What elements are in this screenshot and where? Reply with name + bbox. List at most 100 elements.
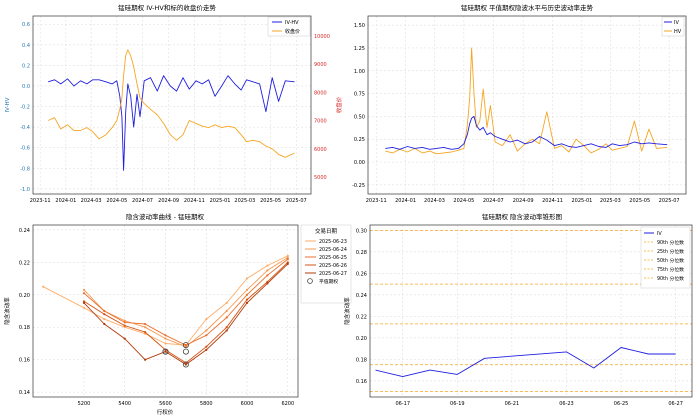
chart-4-ytick: 0.16	[356, 379, 367, 385]
chart-1-xtick: 2025-07	[286, 198, 307, 204]
chart-1-ytick: -0.6	[20, 146, 30, 152]
chart-2-ytick: 1.50	[354, 23, 365, 29]
chart-1-ytick-right: 10000	[314, 34, 330, 40]
chart-3-point-2025-06-27	[205, 348, 208, 351]
chart-3-xtick: 5800	[200, 401, 213, 407]
chart-2-lines	[385, 47, 668, 155]
chart-3-legend-label-atm: 平值期权	[319, 278, 338, 285]
chart-1-xtick: 2025-01	[210, 198, 231, 204]
chart-3-point-2025-06-24	[266, 269, 269, 272]
chart-3-point-2025-06-27	[225, 329, 228, 332]
chart-1-ytick: -0.8	[20, 166, 30, 172]
chart-3-point-2025-06-26	[225, 326, 228, 329]
chart-3-ytick: 0.18	[19, 325, 30, 331]
chart-1-legend: IV-HV 收盘价	[267, 16, 311, 37]
chart-3-point-2025-06-24	[245, 288, 249, 291]
chart-4-legend-label-percentile-3: 75th 分位数	[657, 266, 684, 273]
chart-2: 锰硅期权 平值期权隐波水平与历史波动率走势 -0.25 0.00 0.25 0.50 0…	[352, 3, 687, 204]
chart-4-xtick: 06-19	[450, 401, 465, 407]
chart-3: 隐含波动率曲线 - 锰硅期权 0.140.160.180.200.220.24 …	[3, 212, 352, 416]
chart-3-xtick: 5200	[78, 401, 91, 407]
chart-4-legend: IV 90th 分位数 25th 分位数 50th 分位数 75th 分位数 90th 分…	[640, 226, 691, 289]
chart-4-ytick: 0.18	[356, 357, 367, 363]
chart-3-point-2025-06-27	[144, 358, 147, 361]
chart-4-legend-label-percentile-2: 50th 分位数	[657, 257, 684, 264]
chart-3-point-2025-06-25	[103, 309, 106, 313]
chart-3-legend-swatch-atm	[307, 278, 313, 284]
chart-3-plot-frame	[32, 224, 299, 398]
chart-3-legend-title: 交易日期	[315, 227, 338, 235]
chart-4-ytick: 0.28	[356, 250, 367, 256]
chart-3-point-2025-06-24	[225, 309, 228, 313]
chart-3-legend-label-2025-06-23: 2025-06-23	[319, 239, 347, 245]
chart-1-ytick: 0.6	[22, 22, 30, 28]
chart-1-yticks-right: 5000 6000 7000 8000 9000 10000	[314, 34, 330, 181]
chart-4-title: 锰硅期权 隐含波动率锥形图	[482, 212, 562, 221]
chart-1-ytick: -0.2	[20, 105, 30, 111]
chart-2-xtick: 2024-01	[395, 198, 416, 204]
chart-3-point-2025-06-26	[123, 324, 126, 327]
chart-2-xtick: 2023-11	[366, 198, 387, 204]
chart-3-point-2025-06-25	[245, 293, 249, 296]
chart-2-grid	[368, 16, 686, 194]
chart-3-point-2025-06-27	[103, 322, 106, 326]
chart-1-legend-label-ivhv: IV-HV	[285, 20, 299, 26]
chart-4-grid	[370, 225, 692, 397]
chart-2-title: 锰硅期权 平值期权隐波水平与历史波动率走势	[461, 3, 594, 12]
chart-4-yticks: 0.16 0.18 0.20 0.22 0.24 0.26 0.28 0.30	[356, 228, 367, 385]
chart-3-point-2025-06-23	[82, 306, 86, 309]
chart-1-ytick: 0.2	[22, 63, 30, 69]
chart-4-legend-label-percentile-1: 25th 分位数	[657, 248, 684, 255]
chart-3-point-2025-06-27	[164, 350, 167, 353]
chart-2-xtick: 2025-07	[659, 198, 680, 204]
chart-4-series-line-IV	[375, 347, 676, 378]
chart-2-xticks: 2023-11 2024-01 2024-03 2024-05 2024-07 2024-…	[366, 198, 680, 204]
chart-3-point-2025-06-25	[123, 321, 126, 324]
chart-3-point-2025-06-27	[245, 301, 249, 304]
chart-1-ytick: -0.4	[20, 125, 30, 131]
chart-3-point-2025-06-24	[164, 337, 167, 340]
chart-3-point-2025-06-26	[82, 300, 86, 303]
chart-4-xtick: 06-21	[505, 401, 520, 407]
chart-3-point-2025-06-24	[123, 319, 126, 322]
chart-3-point-2025-06-27	[184, 363, 187, 366]
chart-3-point-2025-06-24	[286, 256, 289, 259]
chart-3-grid	[33, 225, 298, 397]
chart-3-xlabel: 行权价	[157, 408, 174, 416]
chart-3-point-2025-06-23	[164, 342, 167, 345]
chart-2-ytick: 0.00	[354, 160, 365, 166]
chart-2-ytick: 1.00	[354, 69, 365, 75]
chart-4-xtick: 06-17	[395, 401, 410, 407]
chart-4-ytick: 0.26	[356, 271, 367, 277]
chart-1-ytick-right: 5000	[314, 175, 327, 181]
chart-4-plot-frame	[369, 224, 693, 398]
chart-4-ytick: 0.22	[356, 314, 367, 320]
chart-4: 锰硅期权 隐含波动率锥形图 0.160.180.200.220.240.260.…	[343, 212, 693, 407]
chart-3-point-2025-06-26	[144, 331, 147, 334]
chart-3-point-2025-06-24	[205, 329, 208, 332]
chart-1-series-line-1	[48, 49, 295, 158]
chart-3-atm-marker-2025-06-25	[182, 342, 189, 349]
chart-1-lines	[48, 49, 295, 171]
chart-2-xtick: 2025-01	[571, 198, 592, 204]
chart-3-point-2025-06-25	[205, 334, 208, 337]
chart-2-xtick: 2024-03	[424, 198, 445, 204]
chart-1-ylabel-right: 收盘价	[335, 96, 343, 113]
chart-3-point-2025-06-27	[286, 262, 289, 265]
chart-3-point-2025-06-26	[245, 298, 249, 301]
chart-3-point-2025-06-24	[144, 326, 147, 329]
chart-1-grid	[33, 16, 311, 194]
chart-1-ylabel: IV-HV	[5, 97, 11, 112]
chart-3-point-2025-06-23	[266, 264, 269, 267]
chart-4-xtick: 06-25	[614, 401, 629, 407]
chart-1-xtick: 2024-05	[106, 198, 127, 204]
chart-1-ytick-right: 9000	[314, 62, 327, 68]
chart-3-point-2025-06-25	[225, 316, 228, 319]
chart-1-series-line-0	[48, 75, 295, 171]
chart-1-ytick: -1.0	[20, 187, 30, 193]
chart-2-ytick: 0.50	[354, 114, 365, 120]
chart-3-ytick: 0.16	[19, 358, 30, 364]
chart-2-xtick: 2025-03	[600, 198, 621, 204]
chart-4-lines	[370, 229, 692, 393]
